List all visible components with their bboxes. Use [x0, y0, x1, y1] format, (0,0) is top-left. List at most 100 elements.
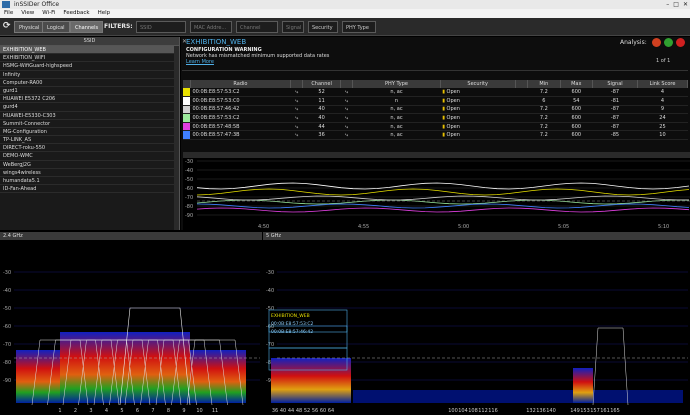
- column-header[interactable]: Channel: [302, 80, 341, 88]
- ssid-list-item[interactable]: TP-LINK_AS: [0, 136, 179, 145]
- x-tick-label: 11: [212, 408, 218, 414]
- min-rate-cell: 7.2: [527, 105, 561, 115]
- spacer: [515, 113, 528, 123]
- column-header[interactable]: [515, 80, 529, 88]
- shield-icon[interactable]: [676, 38, 685, 47]
- menu-wifi[interactable]: Wi-Fi: [42, 10, 56, 16]
- wifi-icon[interactable]: [664, 38, 673, 47]
- ssid-list-item[interactable]: Summit-Connector: [0, 120, 179, 128]
- phy-cell: n, ac: [352, 122, 441, 132]
- column-header[interactable]: Security: [440, 80, 516, 88]
- column-header[interactable]: PHY Type: [352, 80, 441, 88]
- table-row[interactable]: 00:0B:E8:57:47:3B ⤷ 36 ⤷ n, ac ▮ Open 7.2 600 -8…: [183, 130, 688, 141]
- min-rate-cell: 7.2: [527, 113, 561, 123]
- x-tick-label: 161: [600, 408, 610, 414]
- phy-filter-dropdown[interactable]: PHY Type ▾: [342, 21, 376, 43]
- x-tick-label: 132: [526, 408, 536, 414]
- y-tick-label: -40: [185, 168, 193, 174]
- y-tick-label: -90: [3, 378, 11, 384]
- column-header[interactable]: Radio: [190, 80, 291, 88]
- table-row[interactable]: 00:0B:E8:57:46:42 ⤷ 40 ⤷ n, ac ▮ Open 7.2 600 -8…: [183, 105, 688, 115]
- ssid-list-item[interactable]: Infinity: [0, 71, 179, 79]
- column-header[interactable]: [340, 80, 354, 88]
- minimize-button[interactable]: –: [666, 1, 670, 8]
- ssid-list-item[interactable]: DIRECT-roku-550: [0, 144, 179, 153]
- ssid-filter-input[interactable]: SSID: [136, 21, 186, 33]
- menu-file[interactable]: File: [4, 10, 14, 16]
- x-tick-label: 116: [488, 408, 498, 414]
- table-row[interactable]: 00:0B:E8:57:48:5B ⤷ 44 ⤷ n, ac ▮ Open 7.2 600 -8…: [183, 122, 688, 132]
- max-rate-cell: 600: [560, 130, 593, 141]
- spectrum-2-4ghz-panel: 2.4 GHz -30 -40 -50 -60 -70 -80 -90 1 2 3 4 5 6 7 8 9 10…: [0, 232, 262, 415]
- network-box[interactable]: [268, 309, 348, 333]
- channel-outline: [186, 339, 244, 406]
- signal-series-line: [196, 188, 690, 196]
- column-header[interactable]: [290, 80, 304, 88]
- maximize-button[interactable]: □: [673, 1, 679, 8]
- channel-cell: 40: [302, 105, 341, 115]
- network-label[interactable]: 00:0B:E8:57:53:C2: [271, 321, 314, 327]
- ssid-list-item[interactable]: Computer-RA00: [0, 79, 179, 87]
- x-tick-label: 9: [182, 408, 185, 414]
- ssid-list-item[interactable]: gurd1: [0, 87, 179, 96]
- ssid-list-item[interactable]: EXHIBITION_WIFI: [0, 54, 179, 63]
- network-label[interactable]: 00:0B:E8:57:46:42: [271, 329, 313, 335]
- logical-view-button[interactable]: Logical: [42, 21, 70, 33]
- ssid-list-item[interactable]: humandata5.1: [0, 177, 179, 186]
- y-tick-label: -50: [266, 306, 274, 312]
- close-detail-icon[interactable]: ✕: [182, 38, 188, 45]
- spacer: [515, 96, 528, 106]
- page-indicator: 1 of 1: [656, 58, 671, 64]
- table-row[interactable]: 00:0B:E8:57:53:C0 ⤷ 11 ⤷ n ▮ Open 6 54 -81 4: [183, 96, 688, 106]
- column-header[interactable]: Link Score: [637, 80, 689, 88]
- signal-filter-input[interactable]: Signal: [282, 21, 304, 33]
- x-tick-label: 8: [167, 408, 170, 414]
- ssid-list-item[interactable]: gurd4: [0, 103, 179, 112]
- x-tick-label: 104: [458, 408, 468, 414]
- x-tick-label: 40: [280, 408, 286, 414]
- physical-view-button[interactable]: Physical: [14, 21, 45, 33]
- security-filter-dropdown[interactable]: Security ▾: [308, 21, 338, 43]
- network-title: EXHIBITION_WEB: [186, 38, 247, 46]
- x-tick-label: 3: [89, 408, 92, 414]
- ssid-list-item[interactable]: HUAWEI-E5330-C303: [0, 112, 179, 120]
- network-box[interactable]: [268, 347, 348, 371]
- signal-series-line: [196, 199, 690, 205]
- channels-view-button[interactable]: Channels: [70, 21, 104, 33]
- mac-filter-input[interactable]: MAC Addre...: [190, 21, 232, 33]
- link-score-cell: 4: [637, 88, 688, 98]
- ssid-list-item[interactable]: wings4wireless: [0, 169, 179, 177]
- column-header[interactable]: Max: [560, 80, 594, 88]
- column-header[interactable]: [183, 80, 192, 88]
- x-tick-label: 52: [304, 408, 310, 414]
- ssid-list-item[interactable]: HUAWEI E5372 C206: [0, 95, 179, 104]
- ssid-list-item[interactable]: EXHIBITION_WEB: [0, 46, 179, 55]
- table-row[interactable]: 00:0B:E8:57:53:C2 ⤷ 52 ⤷ n, ac ▮ Open 7.2 600 -8…: [183, 88, 688, 98]
- ssid-column-header[interactable]: SSID: [0, 37, 179, 46]
- ssid-list-item[interactable]: HSMG-WifiGuard-highspeed: [0, 62, 179, 71]
- security-cell: ▮ Open: [440, 122, 516, 132]
- menu-view[interactable]: View: [21, 10, 35, 16]
- spacer: [515, 130, 528, 141]
- max-rate-cell: 600: [560, 88, 593, 98]
- column-header[interactable]: Signal: [592, 80, 638, 88]
- table-row[interactable]: 00:0B:E8:57:53:C2 ⤷ 40 ⤷ n, ac ▮ Open 7.2 600 -8…: [183, 113, 688, 123]
- close-button[interactable]: ✕: [682, 1, 688, 8]
- column-header[interactable]: Min: [527, 80, 561, 88]
- y-tick-label: -50: [185, 177, 193, 183]
- menu-feedback[interactable]: Feedback: [63, 10, 90, 16]
- alert-icon[interactable]: [652, 38, 661, 47]
- signal-cell: -81: [592, 96, 638, 106]
- channel-filter-input[interactable]: Channel: [236, 21, 278, 33]
- link-icon: ⤷: [290, 88, 303, 98]
- phy-cell: n, ac: [352, 130, 441, 141]
- menu-help[interactable]: Help: [97, 10, 111, 16]
- ssid-scrollbar[interactable]: [174, 46, 179, 230]
- ssid-list-item[interactable]: DEMO-WMC: [0, 152, 179, 161]
- network-label[interactable]: EXHIBITION_WEB: [271, 313, 310, 319]
- refresh-icon[interactable]: ⟳: [3, 21, 11, 31]
- ssid-list-item[interactable]: MG-Configuration: [0, 128, 179, 137]
- learn-more-link[interactable]: Learn More: [186, 59, 214, 65]
- ssid-list-item[interactable]: WeBergJ2G: [0, 161, 179, 169]
- ssid-list-item[interactable]: ID-Fan-Ahead: [0, 185, 179, 194]
